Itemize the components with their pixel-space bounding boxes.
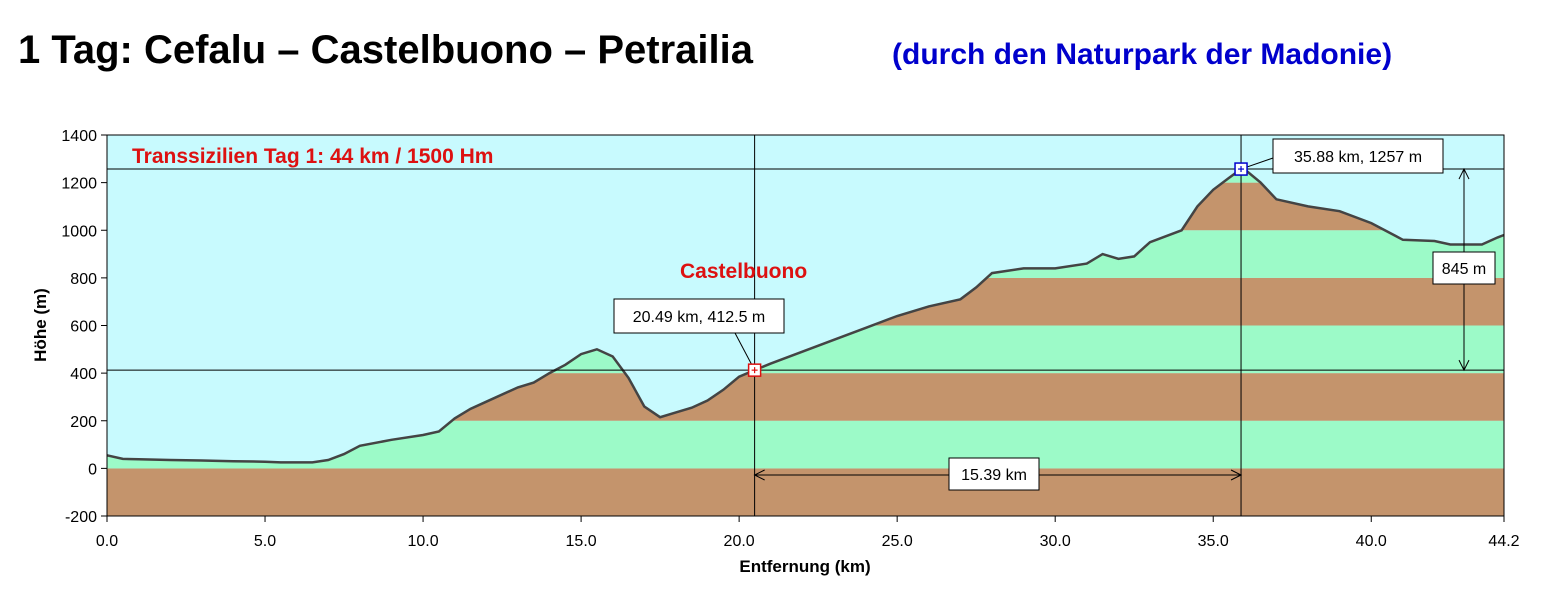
- x-tick-label: 15.0: [566, 533, 597, 550]
- distance-arrowhead: [1230, 469, 1243, 481]
- distance-diff-label: 15.39 km: [961, 467, 1027, 484]
- y-tick-label: -200: [65, 509, 97, 526]
- x-tick-label: 40.0: [1356, 533, 1387, 550]
- label-marker-2: 35.88 km, 1257 m: [1272, 138, 1444, 174]
- x-tick-label: 44.2: [1488, 533, 1519, 550]
- page-title: 1 Tag: Cefalu – Castelbuono – Petrailia: [18, 28, 753, 72]
- x-tick-label: 10.0: [407, 533, 438, 550]
- x-axis-label: Entfernung (km): [739, 557, 870, 576]
- distance-arrowhead: [753, 469, 765, 481]
- y-axis-label: Höhe (m): [31, 288, 50, 362]
- place-label-castelbuono: Castelbuono: [680, 260, 807, 283]
- x-tick-label: 30.0: [1040, 533, 1071, 550]
- x-tick-label: 0.0: [96, 533, 118, 550]
- elevation-band: [107, 468, 1504, 516]
- height-arrowhead: [1458, 167, 1470, 180]
- y-tick-label: 800: [70, 271, 97, 288]
- chart-title: Transsizilien Tag 1: 44 km / 1500 Hm: [132, 145, 493, 168]
- x-tick-label: 35.0: [1198, 533, 1229, 550]
- y-axis: -200 0 200 400 600 800 1000 1200 1400: [61, 128, 107, 526]
- x-axis: 0.0 5.0 10.0 15.0 20.0 25.0 30.0 35.0 40.0 44.2: [96, 516, 1520, 550]
- marker-label-1: 20.49 km, 412.5 m: [633, 309, 766, 326]
- y-tick-label: 1000: [61, 223, 97, 240]
- y-tick-label: 200: [70, 414, 97, 431]
- y-tick-label: 1200: [61, 176, 97, 193]
- x-tick-label: 5.0: [254, 533, 276, 550]
- x-tick-label: 25.0: [882, 533, 913, 550]
- x-tick-label: 20.0: [724, 533, 755, 550]
- height-diff-label: 845 m: [1442, 261, 1486, 278]
- page-subtitle: (durch den Naturpark der Madonie): [892, 38, 1393, 71]
- y-tick-label: 1400: [61, 128, 97, 145]
- marker-label-2: 35.88 km, 1257 m: [1294, 149, 1422, 166]
- y-tick-label: 400: [70, 366, 97, 383]
- y-tick-label: 0: [88, 461, 97, 478]
- height-arrowhead: [1458, 359, 1470, 372]
- label-distance-diff: 15.39 km: [948, 457, 1040, 491]
- label-marker-1: 20.49 km, 412.5 m: [613, 298, 785, 334]
- y-tick-label: 600: [70, 319, 97, 336]
- label-height-diff: 845 m: [1432, 251, 1496, 285]
